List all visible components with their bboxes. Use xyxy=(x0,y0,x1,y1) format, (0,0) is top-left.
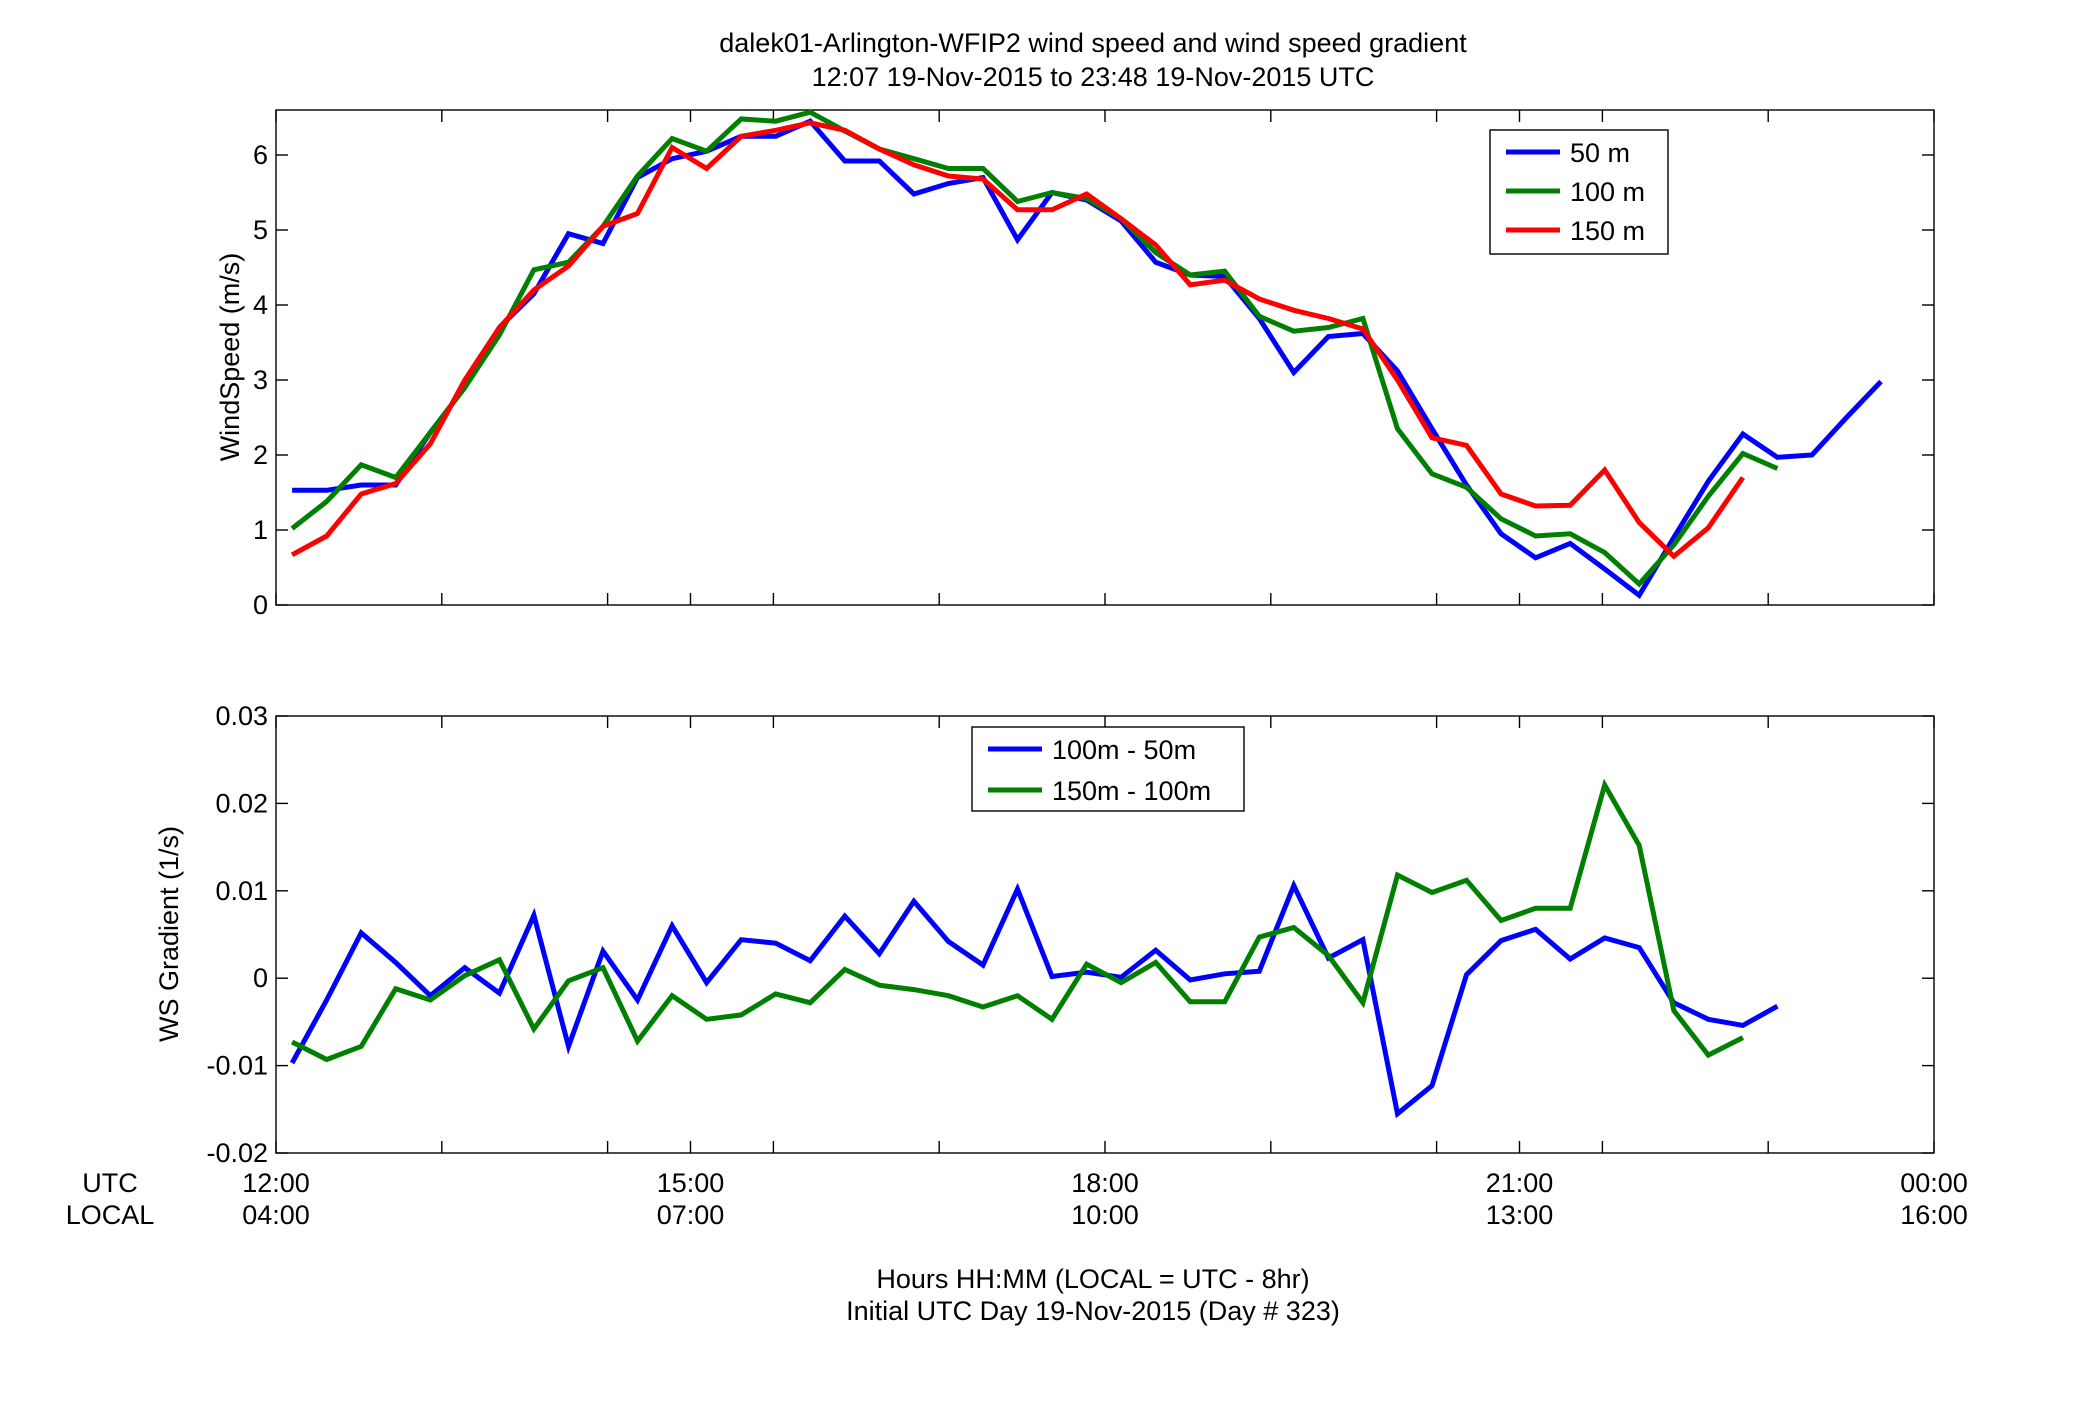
figure-subtitle: 12:07 19-Nov-2015 to 23:48 19-Nov-2015 U… xyxy=(812,62,1375,92)
wind-speed-y-tick-label: 3 xyxy=(253,365,268,395)
wind-speed-y-tick-label: 4 xyxy=(253,290,268,320)
x-tick-label-utc: 18:00 xyxy=(1071,1168,1139,1198)
wind-speed-series xyxy=(290,109,1883,599)
wind-speed-y-tick-label: 5 xyxy=(253,215,268,245)
wind-speed-legend: 50 m 100 m 150 m xyxy=(1489,129,1669,255)
x-tick-label-local: 16:00 xyxy=(1900,1200,1968,1230)
gradient-y-tick-label: -0.02 xyxy=(206,1138,268,1168)
figure-title: dalek01-Arlington-WFIP2 wind speed and w… xyxy=(719,28,1467,58)
wind-speed-x-ticks xyxy=(275,110,1935,605)
wind-speed-y-tick-label: 0 xyxy=(253,590,268,620)
x-tick-label-local: 10:00 xyxy=(1071,1200,1139,1230)
x-tick-label-utc: 00:00 xyxy=(1900,1168,1968,1198)
utc-row-label: UTC xyxy=(82,1168,138,1198)
gradient-x-ticks xyxy=(275,716,1935,1153)
gradient-legend-label: 100m - 50m xyxy=(1052,735,1196,765)
gradient-legend: 100m - 50m 150m - 100m xyxy=(971,726,1245,812)
gradient-y-tick-label: 0.02 xyxy=(215,788,268,818)
gradient-legend-label: 150m - 100m xyxy=(1052,776,1211,806)
gradient-y-tick-label: -0.01 xyxy=(206,1051,268,1081)
x-tick-label-utc: 21:00 xyxy=(1486,1168,1554,1198)
gradient-legend-box xyxy=(971,726,1245,812)
wind-speed-y-tick-label: 6 xyxy=(253,140,268,170)
x-tick-label-utc: 15:00 xyxy=(657,1168,725,1198)
gradient-plot: -0.02 -0.01 0 0.01 0.02 0.03 WS Gradient (1/s… xyxy=(154,701,1935,1168)
local-row-label: LOCAL xyxy=(66,1200,155,1230)
gradient-series-line-0 xyxy=(289,879,1779,1119)
wind-speed-series-line-2 xyxy=(290,120,1745,560)
gradient-series xyxy=(289,778,1779,1119)
wind-speed-series-line-1 xyxy=(290,109,1779,588)
wind-speed-legend-label: 50 m xyxy=(1570,138,1630,168)
wind-speed-legend-label: 100 m xyxy=(1570,177,1645,207)
wind-speed-legend-label: 150 m xyxy=(1570,216,1645,246)
x-axis-sublabel: Initial UTC Day 19-Nov-2015 (Day # 323) xyxy=(846,1296,1340,1326)
gradient-y-axis-label: WS Gradient (1/s) xyxy=(154,826,184,1042)
gradient-y-tick-label: 0 xyxy=(253,963,268,993)
gradient-y-ticks: -0.02 -0.01 0 0.01 0.02 0.03 xyxy=(206,701,1934,1168)
x-axis-label: Hours HH:MM (LOCAL = UTC - 8hr) xyxy=(876,1264,1309,1294)
wind-speed-y-axis-label: WindSpeed (m/s) xyxy=(215,253,245,462)
wind-speed-y-tick-label: 1 xyxy=(253,515,268,545)
x-tick-label-local: 04:00 xyxy=(242,1200,310,1230)
gradient-series-line-1 xyxy=(290,778,1745,1063)
x-tick-label-local: 07:00 xyxy=(657,1200,725,1230)
gradient-y-tick-label: 0.01 xyxy=(215,876,268,906)
time-axis-labels: 12:00 15:00 18:00 21:00 00:00 04:00 07:00 10:00… xyxy=(242,1168,1968,1230)
wind-speed-y-tick-label: 2 xyxy=(253,440,268,470)
x-tick-label-local: 13:00 xyxy=(1486,1200,1554,1230)
wind-speed-plot: 0 1 2 3 4 5 6 WindSpeed (m/s) 50 m 100 m 150 m xyxy=(215,109,1935,620)
x-tick-label-utc: 12:00 xyxy=(242,1168,310,1198)
gradient-y-tick-label: 0.03 xyxy=(215,701,268,731)
wind-speed-y-ticks: 0 1 2 3 4 5 6 xyxy=(253,140,1934,620)
